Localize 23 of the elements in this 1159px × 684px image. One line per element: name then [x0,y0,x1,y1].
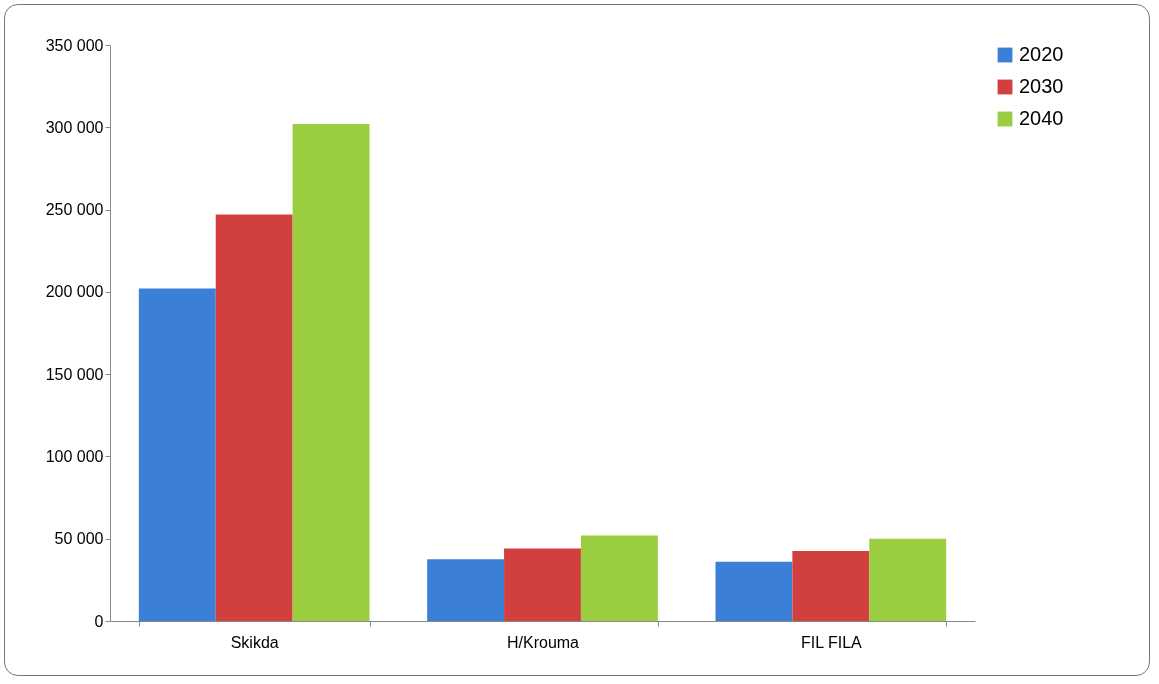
bar [715,561,793,621]
x-tick-label: H/Krouma [506,633,580,651]
y-tick-label: 150 000 [45,365,104,383]
bar [138,288,216,621]
y-tick-label: 200 000 [45,283,104,301]
y-tick-label: 50 000 [54,530,104,548]
legend-label: 2020 [1019,43,1064,65]
x-tick-label: FIL FILA [800,633,863,651]
y-tick-label: 250 000 [45,201,104,219]
bar [504,548,581,621]
bar [869,538,947,621]
bar [580,535,658,621]
bar [427,559,505,621]
x-tick-label: Skikda [230,633,279,651]
legend-label: 2030 [1019,75,1064,97]
legend-label: 2040 [1019,107,1064,129]
y-tick-label: 300 000 [45,118,104,136]
y-tick-label: 0 [94,612,104,630]
y-tick-label: 100 000 [45,447,104,465]
y-tick-label: 350 000 [45,36,104,54]
bar [215,214,293,621]
bar [292,123,370,621]
bar [792,551,870,621]
